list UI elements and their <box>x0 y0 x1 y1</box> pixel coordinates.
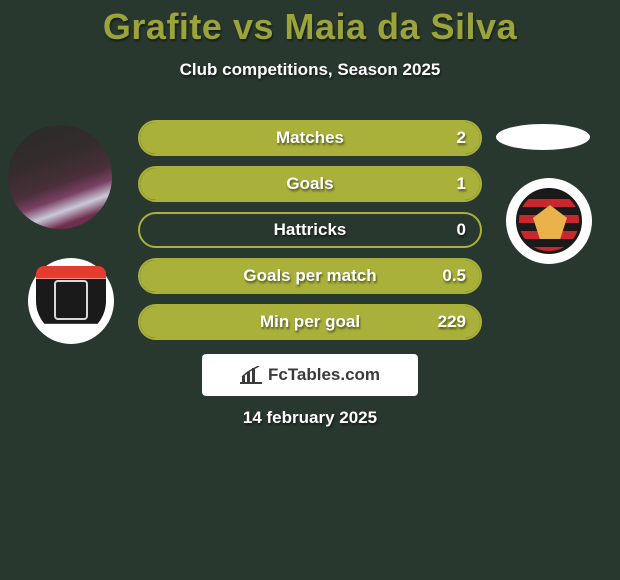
stat-label: Min per goal <box>260 312 360 332</box>
page-title: Grafite vs Maia da Silva <box>0 0 620 48</box>
stat-row-hattricks: Hattricks 0 <box>138 212 482 248</box>
santa-cruz-crest-icon <box>36 266 106 336</box>
site-badge[interactable]: FcTables.com <box>202 354 418 396</box>
stat-row-matches: Matches 2 <box>138 120 482 156</box>
player2-club-badge <box>506 178 592 264</box>
stat-label: Goals <box>286 174 333 194</box>
page-subtitle: Club competitions, Season 2025 <box>0 60 620 80</box>
bar-chart-icon <box>240 366 262 384</box>
site-badge-text: FcTables.com <box>268 365 380 385</box>
stat-value: 229 <box>438 306 466 338</box>
stat-value: 2 <box>457 122 466 154</box>
stat-value: 0.5 <box>442 260 466 292</box>
stat-label: Goals per match <box>243 266 376 286</box>
sport-recife-crest-icon <box>516 188 582 254</box>
stat-row-goals-per-match: Goals per match 0.5 <box>138 258 482 294</box>
stat-row-goals: Goals 1 <box>138 166 482 202</box>
stat-row-min-per-goal: Min per goal 229 <box>138 304 482 340</box>
player2-avatar <box>496 124 590 150</box>
stat-label: Hattricks <box>274 220 347 240</box>
stats-panel: Matches 2 Goals 1 Hattricks 0 Goals per … <box>138 120 482 350</box>
stat-value: 1 <box>457 168 466 200</box>
player1-avatar <box>8 125 112 229</box>
stat-label: Matches <box>276 128 344 148</box>
player1-club-badge <box>28 258 114 344</box>
footer-date: 14 february 2025 <box>0 408 620 428</box>
stat-value: 0 <box>457 214 466 246</box>
